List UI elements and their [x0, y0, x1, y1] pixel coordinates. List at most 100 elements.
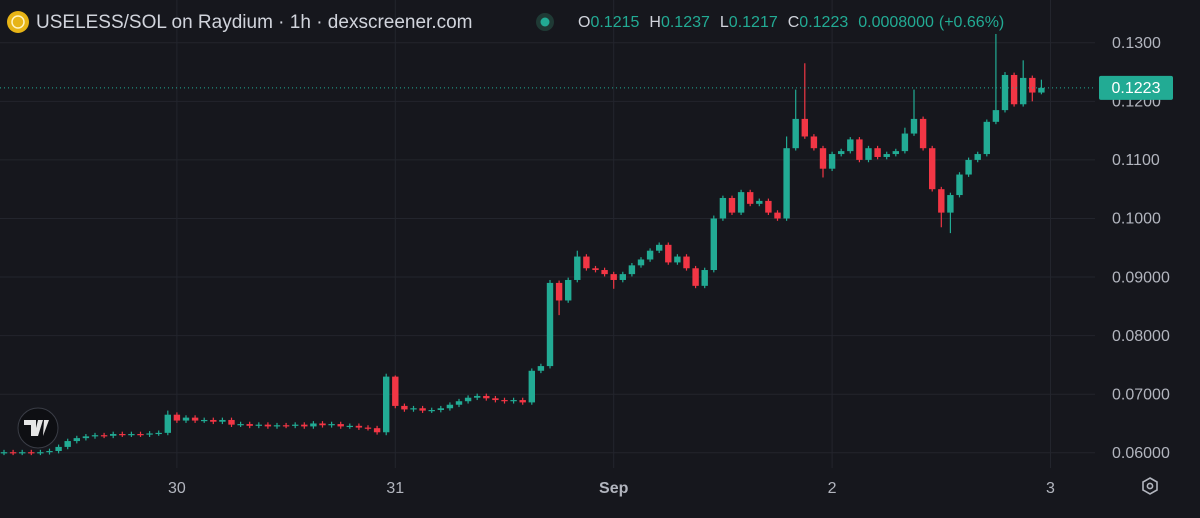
ohlc-legend: O0.1215 H0.1237 L0.1217 C0.1223 0.0008000 (+0…	[578, 14, 1004, 31]
candle-body	[228, 419, 235, 425]
candle-body	[401, 405, 408, 410]
candle-body	[201, 419, 208, 422]
legend-label: C	[788, 14, 800, 31]
candle-body	[282, 425, 290, 427]
candle-body	[474, 395, 481, 398]
settings-icon[interactable]	[1142, 477, 1158, 495]
candle-body	[310, 423, 317, 427]
x-tick-label: 31	[386, 480, 404, 497]
candle-body	[565, 279, 572, 301]
candle-body	[774, 212, 781, 219]
candle-body	[929, 148, 936, 190]
candle-body	[683, 256, 690, 269]
candle-body	[273, 425, 281, 427]
candle-body	[856, 139, 863, 160]
candle-body	[819, 148, 827, 169]
candle-body	[1029, 77, 1036, 93]
x-tick-label: Sep	[599, 480, 629, 497]
candle-body	[110, 434, 117, 436]
candle-body	[983, 121, 990, 155]
candle-body	[346, 425, 353, 428]
candle-body	[301, 424, 308, 427]
y-tick-label: 0.06000	[1112, 445, 1170, 462]
candle-body	[219, 419, 226, 422]
candle-body	[1001, 74, 1009, 111]
candle-body	[610, 274, 617, 280]
candle-body	[100, 435, 108, 437]
candle-body	[264, 424, 272, 427]
last-price-label: 0.1223	[1112, 80, 1161, 97]
candle-body	[801, 118, 808, 137]
candle-body	[865, 148, 872, 160]
candle-body	[737, 192, 745, 213]
candle-body	[710, 218, 717, 271]
y-tick-label: 0.07000	[1112, 386, 1170, 403]
legend-value: 0.1215	[590, 14, 639, 31]
candle-body	[883, 154, 890, 157]
y-tick-label: 0.1100	[1112, 152, 1160, 169]
candle-body	[137, 434, 144, 436]
candle-body	[246, 424, 253, 426]
candle-body	[383, 376, 390, 433]
candle-body	[373, 428, 381, 433]
candle-body	[1010, 74, 1018, 105]
legend-change-pct: (+0.66%)	[939, 14, 1004, 31]
candles	[0, 33, 1045, 456]
candle-body	[237, 424, 244, 426]
candle-body	[628, 265, 636, 275]
candle-body	[828, 154, 836, 169]
candle-body	[537, 366, 545, 371]
coin-icon-ring	[11, 15, 25, 29]
candle-body	[255, 424, 262, 426]
legend-value: 0.1237	[661, 14, 710, 31]
candle-body	[965, 159, 972, 175]
candle-body	[0, 452, 8, 454]
candle-body	[28, 452, 35, 454]
candle-body	[1038, 87, 1045, 93]
candle-body	[747, 192, 754, 204]
candle-body	[528, 370, 535, 403]
x-tick-label: 2	[828, 480, 837, 497]
candle-body	[574, 256, 581, 280]
candle-body	[455, 401, 463, 405]
candle-body	[364, 427, 372, 429]
candle-body	[992, 110, 1000, 122]
candle-body	[210, 419, 217, 422]
candle-body	[73, 438, 80, 442]
candle-body	[519, 400, 526, 403]
candle-body	[656, 244, 663, 251]
candle-body	[419, 408, 426, 411]
overlay: 0.06000 0.07000 0.08000 0.09000 0.1000 0.1100…	[0, 35, 1173, 497]
candle-body	[665, 244, 672, 263]
candle-body	[46, 451, 53, 453]
candle-body	[446, 404, 454, 409]
legend-label: O	[578, 14, 590, 31]
candle-body	[719, 197, 727, 219]
candle-body	[82, 436, 90, 439]
y-tick-label: 0.1000	[1112, 211, 1161, 228]
candle-body	[783, 148, 790, 219]
candle-body	[328, 424, 335, 426]
candle-body	[464, 397, 472, 402]
candle-body	[910, 118, 918, 134]
last-price-box	[1099, 75, 1173, 100]
candle-body	[1020, 77, 1027, 105]
x-tick-label: 3	[1046, 480, 1055, 497]
candle-body	[765, 200, 772, 213]
candle-body	[546, 282, 554, 367]
y-tick-label: 0.08000	[1112, 328, 1170, 345]
candle-body	[492, 398, 499, 401]
candle-body	[182, 417, 190, 421]
status-dot	[540, 17, 550, 27]
candle-body	[9, 452, 17, 454]
chart-title: USELESS/SOL on Raydium · 1h · dexscreene…	[36, 12, 473, 33]
candle-body	[91, 435, 99, 437]
candle-body	[892, 151, 899, 155]
legend-label: L	[720, 14, 729, 31]
candle-body	[355, 425, 363, 428]
candle-body	[410, 408, 417, 410]
legend-label: H	[649, 14, 661, 31]
candle-body	[838, 151, 845, 155]
